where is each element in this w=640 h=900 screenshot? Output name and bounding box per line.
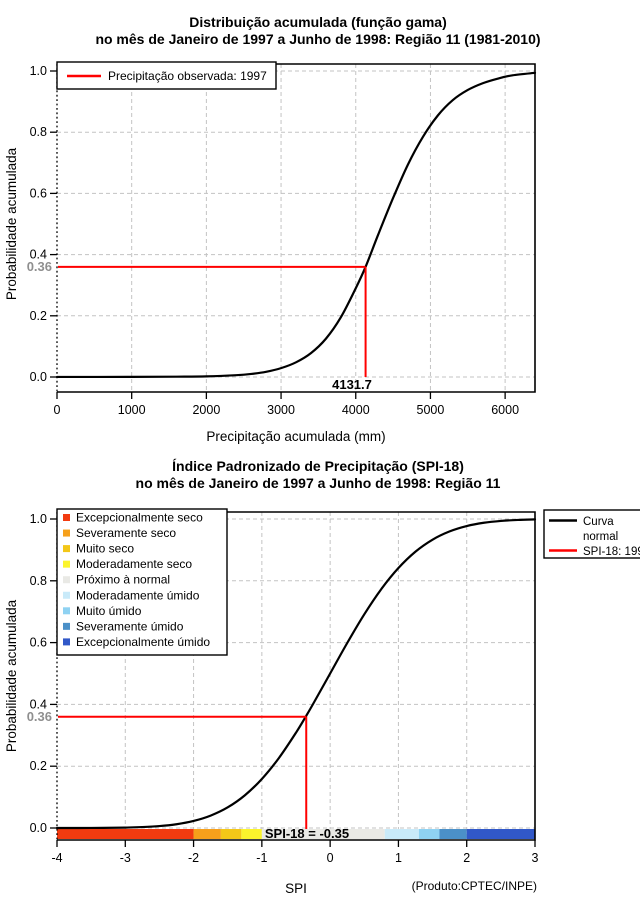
y-tick-label: 0.6	[30, 186, 47, 200]
y-tick-label: 0.6	[30, 636, 47, 650]
category-legend-swatch	[63, 514, 70, 521]
chart1-marker-probability-label: 0.36	[27, 259, 52, 274]
x-tick-label: 3000	[267, 403, 295, 417]
category-legend-box	[56, 508, 228, 656]
y-tick-label: 0.8	[30, 125, 47, 139]
chart2-title: Índice Padronizado de Precipitação (SPI-…	[172, 458, 464, 474]
plot-frame	[57, 511, 536, 841]
category-legend-label: Moderadamente úmido	[76, 588, 200, 602]
series-legend-label: Curva	[583, 516, 614, 528]
series-legend-label: normal	[583, 531, 618, 543]
chart2-subtitle: no mês de Janeiro de 1997 a Junho de 199…	[136, 475, 501, 491]
spi-colorbar-segment	[220, 829, 242, 839]
chart2-marker-spi-label: SPI-18 = -0.35	[265, 826, 349, 841]
category-legend-label: Muito úmido	[76, 604, 142, 618]
chart2-xlabel: SPI	[285, 881, 307, 896]
plot-frame	[57, 63, 536, 393]
spi-colorbar-segment	[418, 829, 440, 839]
x-tick-label: 2000	[192, 403, 220, 417]
y-tick-label: 1.0	[30, 64, 47, 78]
category-legend-label: Moderadamente seco	[76, 557, 192, 571]
y-tick-label: 0.8	[30, 574, 47, 588]
x-tick-label: 6000	[491, 403, 519, 417]
chart1-xlabel: Precipitação acumulada (mm)	[206, 429, 385, 444]
category-legend-swatch	[63, 529, 70, 537]
x-tick-label: 1000	[118, 403, 146, 417]
category-legend-label: Excepcionalmente úmido	[76, 635, 210, 649]
chart2-marker-probability-label: 0.36	[27, 709, 52, 724]
chart2-ylabel: Probabilidade acumulada	[4, 599, 19, 752]
category-legend-swatch	[63, 622, 70, 630]
chart-spi18: -4 -3 -2 -1 0 1 2 3 0.0 0.2 0.4 0.6 0.8 1.0 Excepciona…	[4, 458, 640, 896]
chart1-legend-label: Precipitação observada: 1997	[108, 69, 267, 83]
spi-colorbar-segment	[466, 829, 535, 839]
cdf-curve	[55, 518, 537, 830]
spi-colorbar-segment	[241, 829, 262, 839]
chart1-marker-precipitation-label: 4131.7	[332, 377, 372, 392]
spi-colorbar-segment	[193, 829, 221, 839]
category-legend-label: Próximo à normal	[76, 573, 170, 587]
legend-box	[56, 61, 277, 90]
y-tick-label: 0.2	[30, 759, 47, 773]
x-tick-label: 0	[327, 851, 334, 865]
series-legend-label: SPI-18: 1997	[583, 546, 640, 558]
x-tick-label: 5000	[417, 403, 445, 417]
category-legend-swatch	[63, 560, 70, 568]
chart1-title: Distribuição acumulada (função gama)	[189, 14, 447, 30]
spi-colorbar-segment	[261, 829, 385, 839]
category-legend-label: Severamente seco	[76, 526, 176, 540]
y-tick-label: 0.4	[30, 248, 47, 262]
chart1-ylabel: Probabilidade acumulada	[4, 147, 19, 300]
x-tick-label: 0	[54, 403, 61, 417]
category-legend-swatch	[63, 638, 70, 646]
x-tick-label: 2	[463, 851, 470, 865]
category-legend-label: Muito seco	[76, 542, 134, 556]
chart1-dynamic-layer: 0 1000 2000 3000 4000 5000 6000 0.0 0.2 0.4 0.6 0.8…	[30, 61, 537, 417]
y-tick-label: 0.4	[30, 697, 47, 711]
x-tick-label: 1	[395, 851, 402, 865]
category-legend-swatch	[63, 607, 70, 615]
y-tick-label: 0.2	[30, 309, 47, 323]
x-tick-label: -1	[256, 851, 267, 865]
category-legend-label: Excepcionalmente seco	[76, 511, 203, 525]
spi-colorbar-segment	[57, 829, 194, 839]
x-tick-label: -4	[51, 851, 62, 865]
cdf-curve	[55, 71, 537, 379]
x-tick-label: 3	[532, 851, 539, 865]
y-tick-label: 0.0	[30, 370, 47, 384]
category-legend-swatch	[63, 576, 70, 584]
category-legend-label: Severamente úmido	[76, 619, 184, 633]
spi-colorbar-segment	[384, 829, 419, 839]
chart-gamma-cdf: 0 1000 2000 3000 4000 5000 6000 0.0 0.2 0.4 0.6 0.8…	[4, 14, 541, 444]
x-tick-label: -3	[120, 851, 131, 865]
category-legend-swatch	[63, 591, 70, 599]
spi-colorbar-segment	[439, 829, 467, 839]
y-tick-label: 1.0	[30, 512, 47, 526]
y-tick-label: 0.0	[30, 821, 47, 835]
chart1-subtitle: no mês de Janeiro de 1997 a Junho de 199…	[95, 31, 540, 47]
x-tick-label: -2	[188, 851, 199, 865]
category-legend-swatch	[63, 545, 70, 553]
chart2-credit: (Produto:CPTEC/INPE)	[412, 879, 537, 893]
x-tick-label: 4000	[342, 403, 370, 417]
chart2-dynamic-layer: -4 -3 -2 -1 0 1 2 3 0.0 0.2 0.4 0.6 0.8 1.0 Excepciona…	[30, 508, 640, 865]
